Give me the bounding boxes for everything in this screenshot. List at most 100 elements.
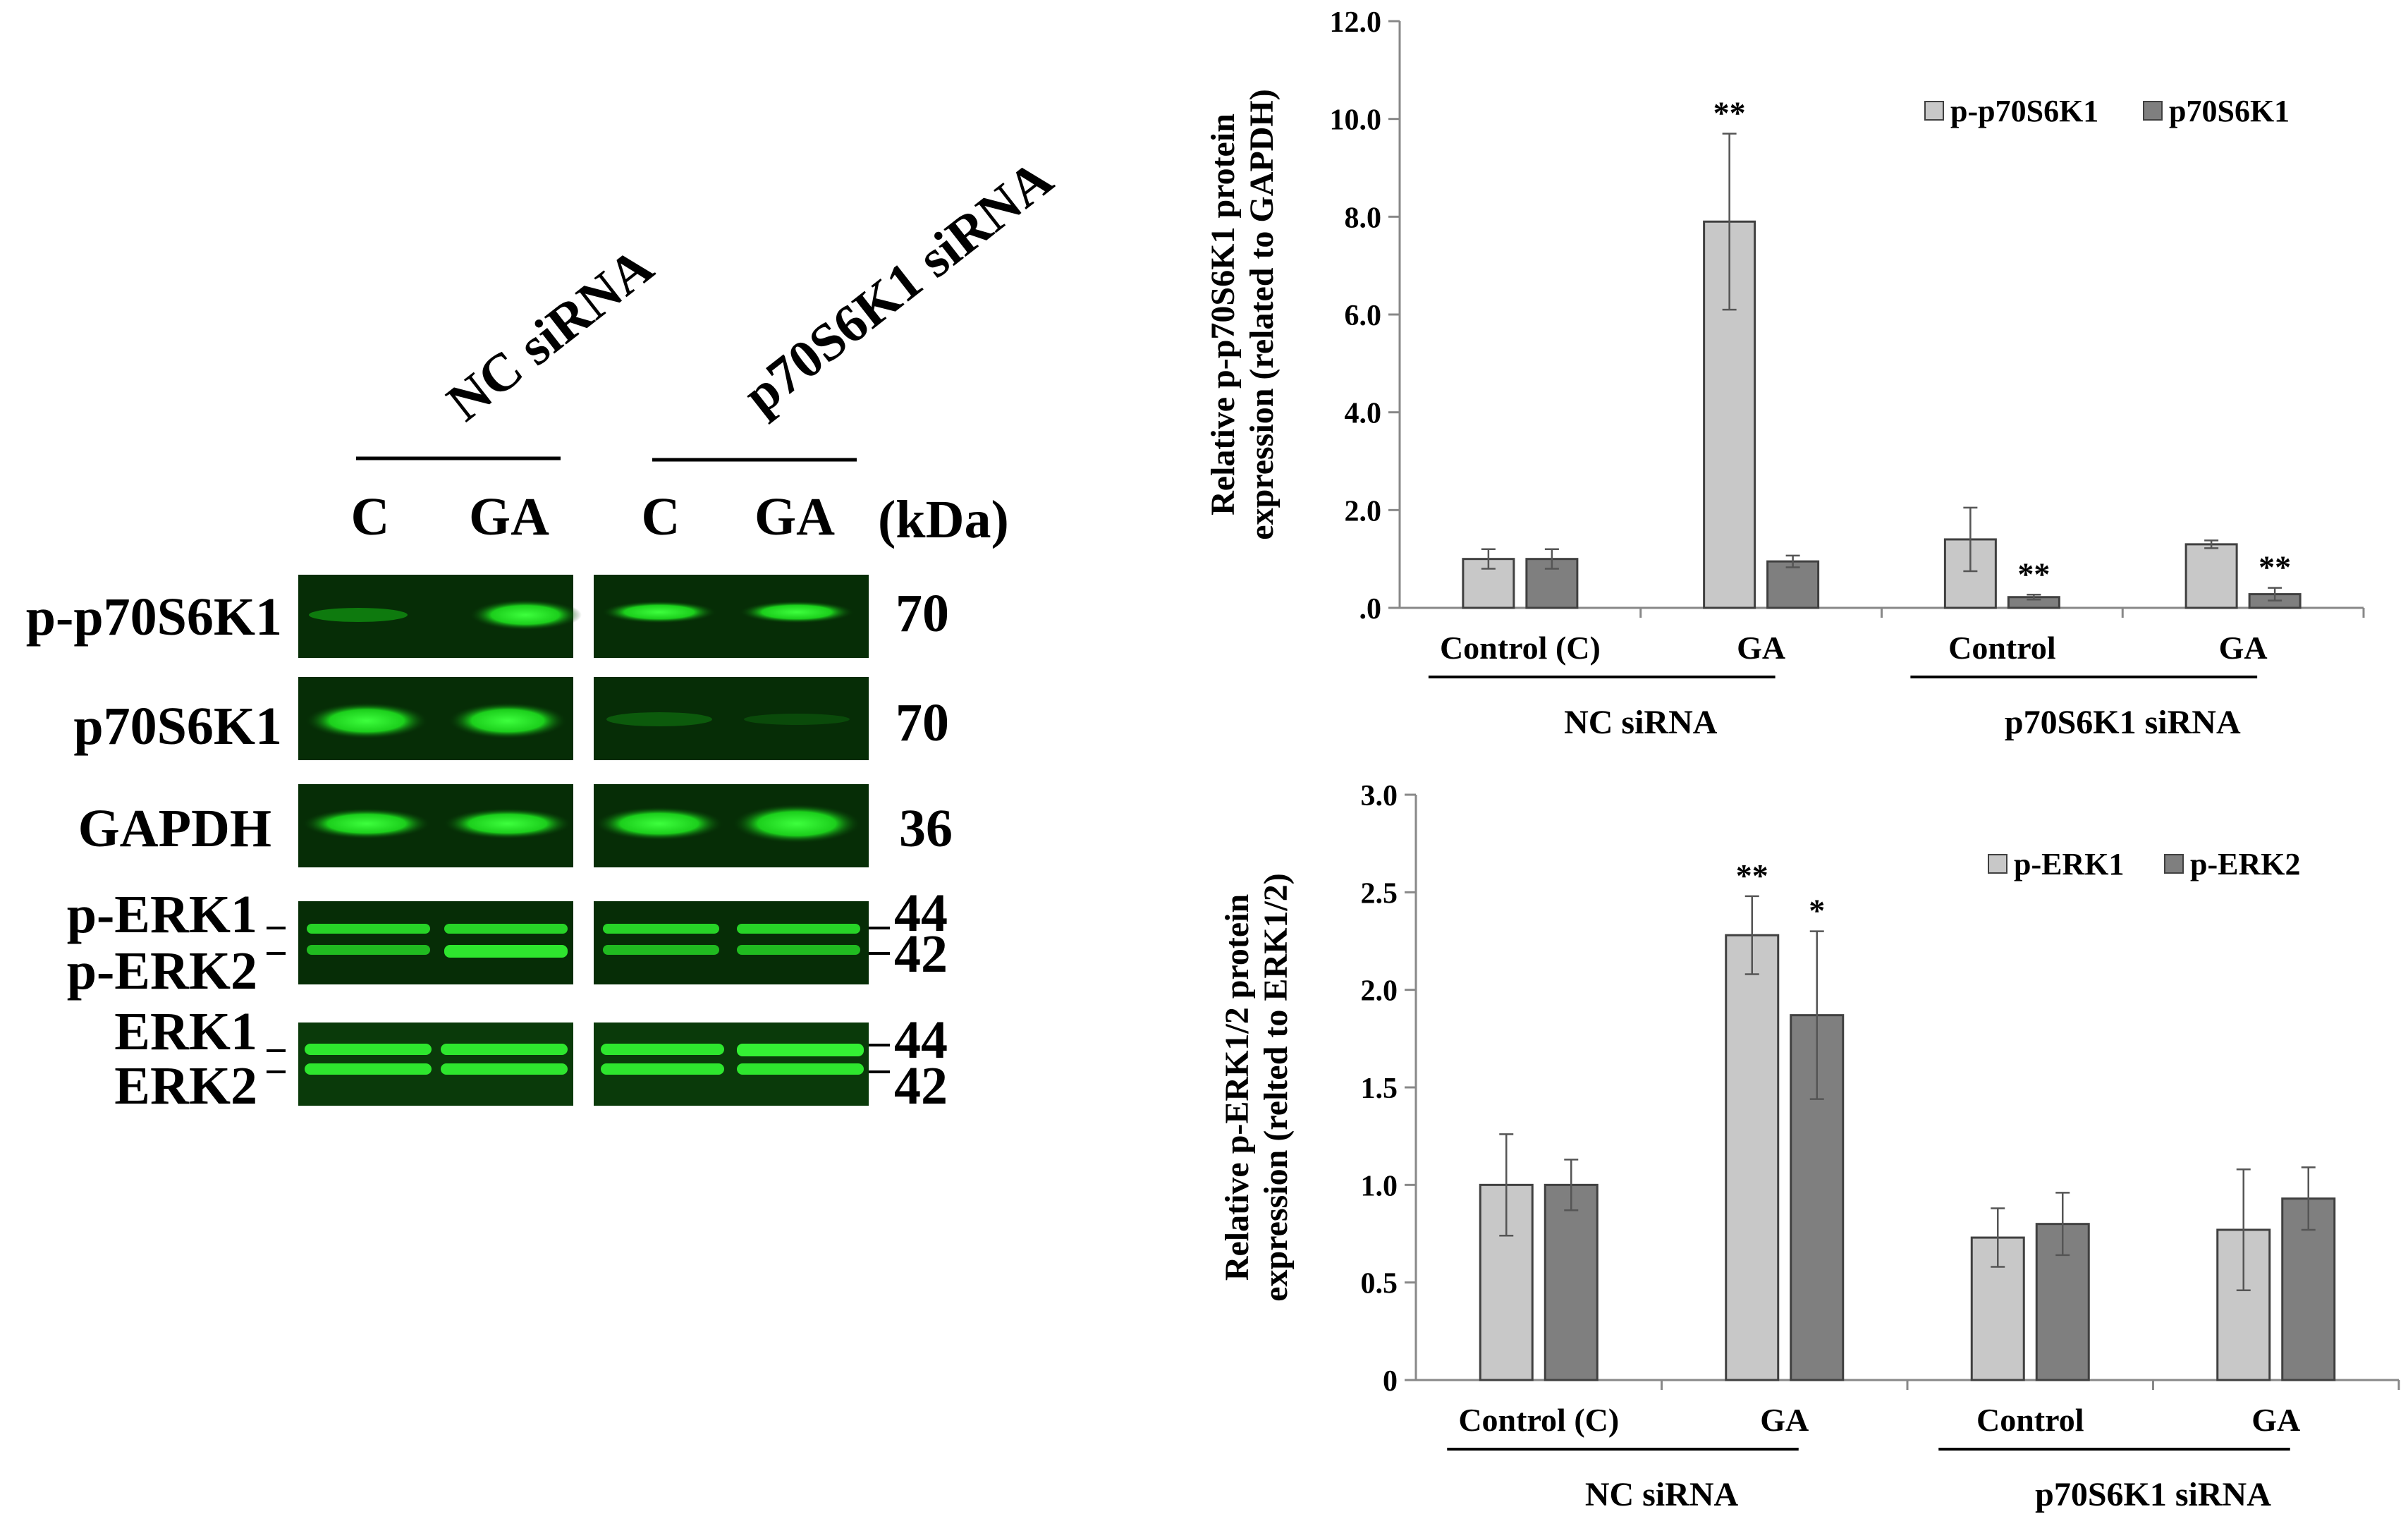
blot-band [441,1063,568,1075]
blot-kda: 36 [899,799,953,858]
y-tick-label: 4.0 [1345,398,1382,430]
significance-marker: ** [1736,857,1768,893]
legend-label: p70S6K1 [2169,94,2290,128]
blot-band [606,712,712,726]
bar [1766,560,1820,609]
y-tick-label: 8.0 [1345,202,1382,234]
y-axis-label: Relative p-ERK1/2 protein [1218,894,1256,1281]
x-group-label: NC siRNA [1585,1476,1739,1513]
blot-band [739,601,855,623]
group-label-p70s6k1-sirna: p70S6K1 siRNA [733,149,1058,426]
blot-row-label: ERK2 [114,1056,257,1116]
blot-band [744,714,850,725]
lane-label: GA [754,487,835,547]
x-category-label: GA [1760,1402,1809,1438]
blot-membrane [298,901,573,984]
blot-band [603,945,719,955]
y-tick-label: 2.0 [1361,975,1398,1008]
blot-band [601,1063,724,1075]
blot-kda: 44 [894,884,948,943]
blot-band [603,924,719,934]
kda-label: (kDa) [878,490,1009,549]
blot-band [305,1063,432,1075]
blot-band [302,808,432,839]
blot-band [305,1044,432,1055]
legend-label: p-p70S6K1 [1950,94,2098,128]
y-axis-label: Relative p-p70S6K1 protein [1204,114,1242,515]
x-category-label: GA [1737,630,1785,666]
blot-kda: 42 [894,1056,948,1116]
y-axis-label: expression (relted to ERK1/2) [1257,873,1295,1302]
legend-label: p-ERK2 [2190,847,2300,881]
y-tick-label: 1.5 [1361,1073,1398,1105]
blot-band [732,804,862,843]
blot-kda: 70 [896,584,949,643]
chart-p-p70s6k1: Relative p-p70S6K1 protein expression (re… [1204,6,2365,741]
blot-band [307,924,430,934]
y-tick-label: .0 [1359,593,1382,625]
group-label-nc-sirna: NC siRNA [436,236,664,432]
blot-band [469,599,582,630]
y-tick-label: 2.5 [1361,877,1398,910]
significance-marker: ** [2259,549,2291,585]
x-category-label: Control [1948,630,2056,666]
x-category-label: Control (C) [1440,630,1601,666]
blot-band [448,702,568,739]
y-tick-label: 12.0 [1330,6,1382,39]
legend-swatch [2143,101,2163,121]
x-group-label: p70S6K1 siRNA [2005,704,2241,741]
legend-swatch [1924,101,1944,121]
x-category-label: GA [2251,1402,2300,1438]
blot-band [737,945,860,955]
lane-label: GA [469,487,549,547]
blot-kda: 42 [894,924,948,984]
y-tick-label: 3.0 [1361,780,1398,812]
lane-label: C [351,487,390,547]
legend-swatch [2164,854,2184,874]
y-axis-label: expression (related to GAPDH) [1243,89,1281,539]
y-tick-label: 0.5 [1361,1268,1398,1300]
blot-band [737,1063,864,1075]
x-group-label: NC siRNA [1564,704,1718,741]
blot-membrane [594,901,869,984]
blot-band [444,924,568,934]
significance-marker: ** [1713,94,1746,130]
blot-kda: 44 [894,1011,948,1070]
legend-swatch [1988,854,2007,874]
blot-band [737,924,860,934]
blot-band [441,1044,568,1055]
blot-band [444,945,568,958]
blot-band [305,702,429,739]
blot-band [737,1044,864,1056]
blot-band [443,808,573,839]
blot-row-label: ERK1 [114,1002,257,1061]
bar [1725,934,1780,1381]
blot-row-label: p-p70S6K1 [26,587,282,647]
y-tick-label: 2.0 [1345,495,1382,527]
bar [1544,1183,1599,1381]
significance-marker: * [1809,893,1825,929]
blot-band [309,608,408,622]
y-tick-label: 10.0 [1330,104,1382,137]
y-tick-label: 6.0 [1345,300,1382,332]
blot-kda: 70 [896,693,949,752]
bar [2281,1197,2336,1381]
x-category-label: Control [1976,1402,2084,1438]
blot-row-label: p70S6K1 [73,697,282,756]
blot-row-label: p-ERK2 [67,941,257,1001]
legend-label: p-ERK1 [2014,847,2124,881]
y-tick-label: 1.0 [1361,1170,1398,1202]
blot-band [594,807,724,841]
y-tick-label: 0 [1383,1365,1398,1398]
blot-band [601,1044,724,1055]
western-blot-panel: NC siRNA p70S6K1 siRNA C GA C GA (kDa) p… [26,149,1058,1116]
blot-row-label: GAPDH [78,799,271,858]
significance-marker: ** [2017,556,2050,592]
x-category-label: GA [2219,630,2268,666]
x-category-label: Control (C) [1458,1402,1619,1438]
lane-label: C [642,487,680,547]
blot-band [601,601,717,623]
blot-row-label: p-ERK1 [67,885,257,944]
blot-band [307,945,430,955]
